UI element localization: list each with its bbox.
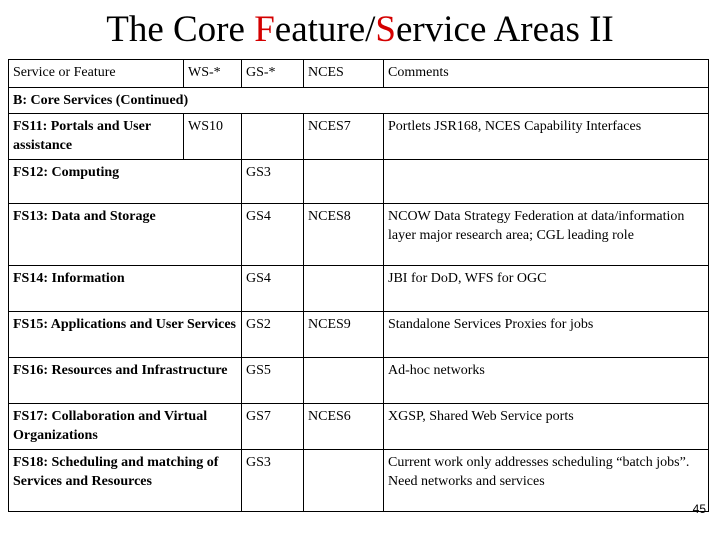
header-service-or-feature: Service or Feature: [8, 59, 184, 88]
comments-cell: [383, 159, 709, 204]
gs-cell: GS4: [241, 203, 304, 266]
slide-title: The Core Feature/Service Areas II: [0, 8, 720, 52]
header-comments: Comments: [383, 59, 709, 88]
table-row: FS12: Computing GS3: [8, 159, 709, 204]
nces-cell: NCES9: [303, 311, 384, 358]
header-nces: NCES: [303, 59, 384, 88]
nces-cell: [303, 357, 384, 404]
title-highlight-s: S: [375, 9, 396, 50]
comments-cell: NCOW Data Strategy Federation at data/in…: [383, 203, 709, 266]
gs-cell: GS5: [241, 357, 304, 404]
gs-cell: GS3: [241, 449, 304, 512]
table-row: FS17: Collaboration and Virtual Organiza…: [8, 403, 709, 450]
page-number: 45: [692, 502, 706, 516]
feature-cell: FS17: Collaboration and Virtual Organiza…: [8, 403, 242, 450]
gs-cell: GS4: [241, 265, 304, 312]
feature-cell: FS18: Scheduling and matching of Service…: [8, 449, 242, 512]
comments-cell: XGSP, Shared Web Service ports: [383, 403, 709, 450]
table-row: FS13: Data and Storage GS4 NCES8 NCOW Da…: [8, 203, 709, 266]
nces-cell: [303, 159, 384, 204]
nces-cell: [303, 265, 384, 312]
title-part-5: ervice Areas II: [396, 9, 614, 50]
feature-service-table: Service or Feature WS-* GS-* NCES Commen…: [8, 59, 709, 512]
feature-cell: FS11: Portals and User assistance: [8, 113, 184, 160]
nces-cell: NCES8: [303, 203, 384, 266]
feature-cell: FS13: Data and Storage: [8, 203, 242, 266]
gs-cell: GS7: [241, 403, 304, 450]
section-label: B: Core Services (Continued): [8, 87, 709, 114]
comments-cell: Ad-hoc networks: [383, 357, 709, 404]
table-header-row: Service or Feature WS-* GS-* NCES Commen…: [8, 59, 709, 88]
section-row: B: Core Services (Continued): [8, 87, 709, 114]
header-ws: WS-*: [183, 59, 242, 88]
table-row: FS14: Information GS4 JBI for DoD, WFS f…: [8, 265, 709, 312]
comments-cell: JBI for DoD, WFS for OGC: [383, 265, 709, 312]
gs-cell: GS3: [241, 159, 304, 204]
nces-cell: NCES6: [303, 403, 384, 450]
feature-cell: FS14: Information: [8, 265, 242, 312]
ws-cell: WS10: [183, 113, 242, 160]
nces-cell: [303, 449, 384, 512]
title-part-1: The Core: [106, 9, 255, 50]
table-row: FS11: Portals and User assistance WS10 N…: [8, 113, 709, 160]
feature-cell: FS12: Computing: [8, 159, 242, 204]
comments-cell: Current work only addresses scheduling “…: [383, 449, 709, 512]
feature-cell: FS15: Applications and User Services: [8, 311, 242, 358]
gs-cell: GS2: [241, 311, 304, 358]
title-part-3: eature/: [274, 9, 376, 50]
table-row: FS16: Resources and Infrastructure GS5 A…: [8, 357, 709, 404]
table-row: FS18: Scheduling and matching of Service…: [8, 449, 709, 512]
table-row: FS15: Applications and User Services GS2…: [8, 311, 709, 358]
nces-cell: NCES7: [303, 113, 384, 160]
title-highlight-f: F: [254, 9, 275, 50]
header-gs: GS-*: [241, 59, 304, 88]
gs-cell: [241, 113, 304, 160]
comments-cell: Portlets JSR168, NCES Capability Interfa…: [383, 113, 709, 160]
comments-cell: Standalone Services Proxies for jobs: [383, 311, 709, 358]
feature-cell: FS16: Resources and Infrastructure: [8, 357, 242, 404]
